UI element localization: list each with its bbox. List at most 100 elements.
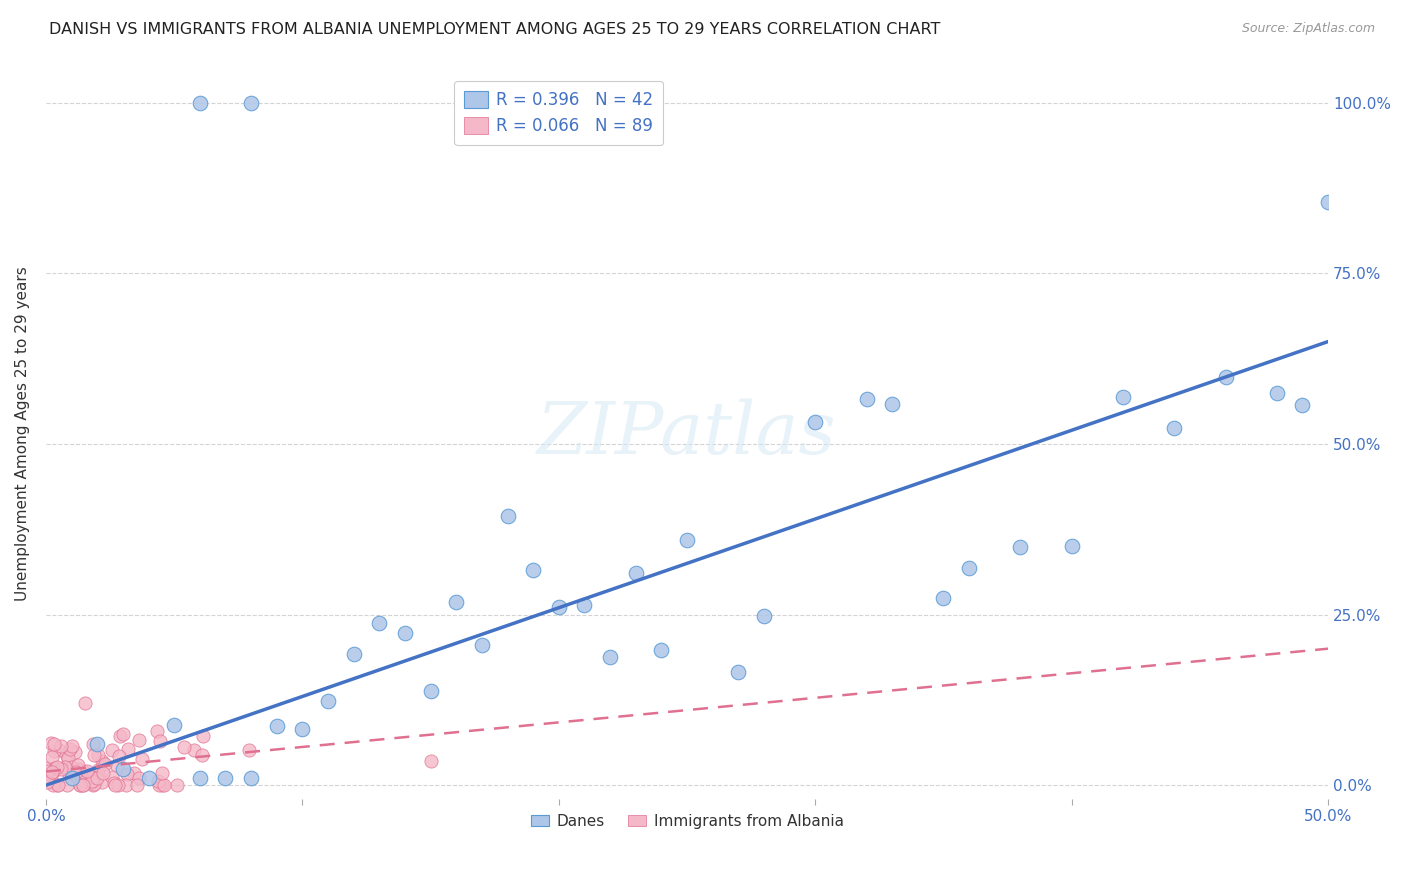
Point	[69, 778, 91, 792]
Point	[86, 771, 108, 785]
Legend: Danes, Immigrants from Albania: Danes, Immigrants from Albania	[524, 808, 849, 835]
Point	[46, 778, 69, 792]
Point	[60, 772, 83, 786]
Point	[131, 752, 153, 766]
Point	[103, 776, 125, 790]
Text: Source: ZipAtlas.com: Source: ZipAtlas.com	[1241, 22, 1375, 36]
Point	[191, 730, 214, 744]
Point	[149, 733, 172, 747]
Point	[56, 750, 79, 764]
Point	[60, 760, 83, 774]
Point	[650, 643, 672, 657]
Point	[82, 775, 104, 789]
Point	[1317, 194, 1340, 209]
Point	[87, 747, 110, 762]
Point	[117, 767, 139, 781]
Point	[56, 749, 79, 764]
Point	[48, 743, 70, 757]
Point	[58, 764, 80, 779]
Point	[163, 717, 186, 731]
Point	[65, 764, 87, 779]
Point	[87, 766, 110, 780]
Point	[153, 778, 176, 792]
Text: DANISH VS IMMIGRANTS FROM ALBANIA UNEMPLOYMENT AMONG AGES 25 TO 29 YEARS CORRELA: DANISH VS IMMIGRANTS FROM ALBANIA UNEMPL…	[49, 22, 941, 37]
Point	[1291, 398, 1313, 412]
Point	[117, 741, 139, 756]
Point	[146, 774, 169, 789]
Point	[343, 648, 366, 662]
Point	[183, 743, 205, 757]
Point	[105, 759, 128, 773]
Point	[122, 766, 145, 780]
Point	[42, 744, 65, 758]
Point	[1215, 370, 1237, 384]
Point	[188, 772, 211, 786]
Point	[240, 772, 263, 786]
Point	[37, 774, 59, 789]
Point	[214, 772, 236, 786]
Point	[60, 763, 83, 777]
Point	[91, 774, 114, 789]
Point	[53, 760, 76, 774]
Point	[128, 771, 150, 785]
Point	[1112, 390, 1135, 404]
Point	[150, 778, 173, 792]
Point	[173, 739, 195, 754]
Point	[599, 650, 621, 665]
Point	[80, 770, 103, 784]
Point	[42, 764, 65, 778]
Point	[138, 772, 160, 786]
Point	[70, 768, 93, 782]
Point	[41, 764, 63, 779]
Point	[46, 778, 69, 792]
Point	[76, 764, 98, 778]
Point	[82, 778, 104, 792]
Point	[1010, 540, 1032, 554]
Point	[166, 778, 188, 792]
Point	[42, 737, 65, 751]
Point	[77, 772, 100, 786]
Point	[419, 754, 441, 768]
Point	[727, 665, 749, 680]
Point	[59, 741, 82, 756]
Point	[104, 778, 127, 792]
Point	[37, 764, 59, 778]
Point	[291, 722, 314, 736]
Point	[37, 761, 59, 775]
Point	[107, 778, 129, 792]
Point	[188, 95, 211, 110]
Point	[83, 747, 105, 762]
Point	[146, 723, 169, 738]
Point	[49, 763, 72, 777]
Point	[73, 696, 96, 710]
Point	[86, 737, 108, 751]
Point	[148, 778, 170, 792]
Point	[855, 392, 877, 406]
Point	[87, 763, 110, 777]
Point	[804, 415, 827, 429]
Point	[41, 778, 63, 792]
Text: ZIPatlas: ZIPatlas	[537, 399, 837, 469]
Point	[67, 763, 90, 777]
Point	[115, 778, 138, 792]
Point	[111, 762, 134, 776]
Point	[100, 743, 122, 757]
Point	[266, 719, 288, 733]
Point	[446, 595, 468, 609]
Point	[752, 609, 775, 624]
Point	[419, 683, 441, 698]
Point	[368, 615, 391, 630]
Point	[101, 770, 124, 784]
Point	[94, 756, 117, 771]
Point	[83, 777, 105, 791]
Point	[394, 626, 416, 640]
Point	[44, 761, 66, 775]
Point	[127, 778, 149, 792]
Point	[240, 95, 263, 110]
Point	[91, 766, 114, 780]
Point	[574, 598, 596, 612]
Point	[56, 778, 79, 792]
Point	[238, 743, 260, 757]
Point	[676, 533, 699, 547]
Point	[72, 778, 94, 792]
